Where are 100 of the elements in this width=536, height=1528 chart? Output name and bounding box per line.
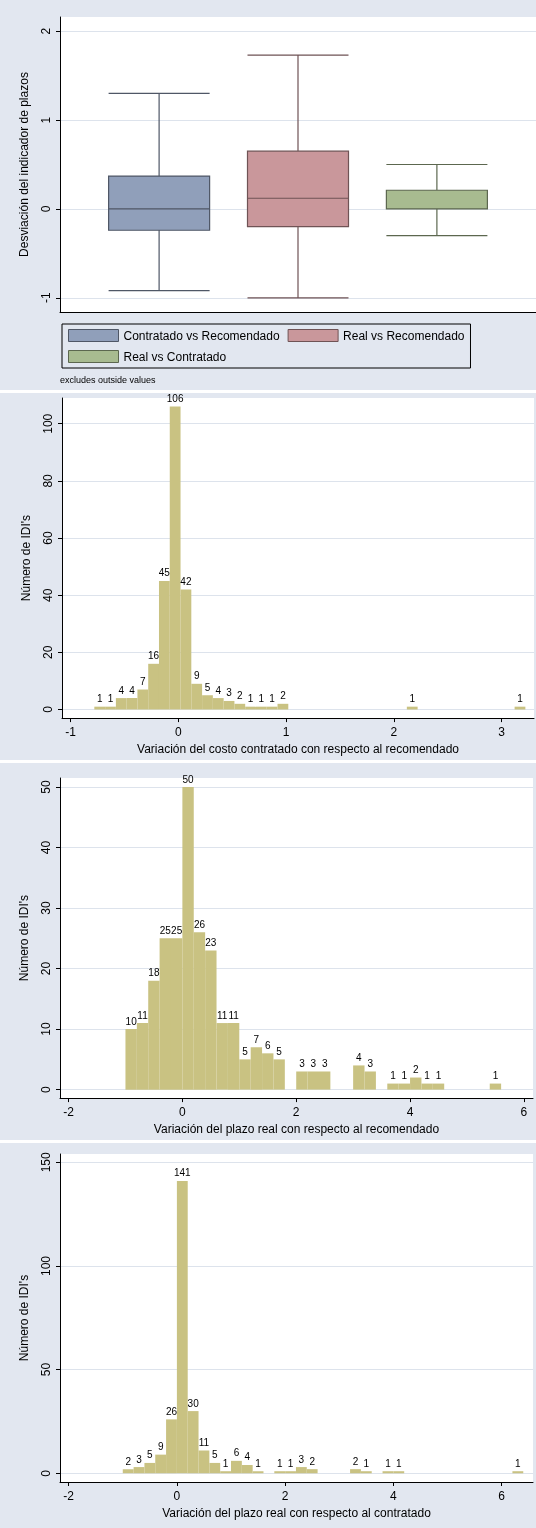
data-label: 2 xyxy=(309,1455,316,1467)
x-tick-label: 2 xyxy=(390,725,398,740)
data-label: 11 xyxy=(137,1009,149,1021)
data-label: 3 xyxy=(226,687,233,699)
data-label: 2 xyxy=(125,1455,132,1467)
data-label: 18 xyxy=(148,967,160,979)
x-axis-title: Variación del plazo real con respecto al recomendado xyxy=(153,1122,440,1136)
data-label: 11 xyxy=(198,1436,210,1448)
data-label: 1 xyxy=(396,1457,402,1469)
data-label: 16 xyxy=(148,650,160,662)
x-tick-label: 6 xyxy=(498,1489,506,1503)
y-tick-label: 10 xyxy=(39,1022,53,1036)
data-label: 3 xyxy=(136,1453,143,1465)
data-label: 45 xyxy=(158,567,171,579)
data-label: 1 xyxy=(222,1457,229,1469)
y-axis-title: Número de IDI's xyxy=(17,894,31,982)
y-tick-label: 0 xyxy=(39,1085,53,1093)
data-label: 5 xyxy=(242,1045,249,1057)
data-label: 9 xyxy=(193,670,200,682)
y-tick-label: 20 xyxy=(39,961,53,976)
x-tick-label: 0 xyxy=(173,1489,181,1503)
data-label: 4 xyxy=(244,1451,251,1463)
y-tick-label: 0 xyxy=(39,1469,53,1477)
x-tick-label: 4 xyxy=(406,1105,414,1120)
data-label: 2 xyxy=(237,690,244,702)
data-label: 25 xyxy=(159,924,172,936)
y-tick-label: 150 xyxy=(39,1151,53,1173)
x-tick-label: 4 xyxy=(390,1489,398,1503)
data-label: 3 xyxy=(321,1057,328,1069)
y-axis-title: Desviación del indicador de plazos xyxy=(17,72,31,257)
data-label: 3 xyxy=(298,1453,305,1465)
x-tick-label: -2 xyxy=(63,1105,75,1120)
x-tick-label: 0 xyxy=(179,1105,187,1120)
x-tick-label: 1 xyxy=(282,725,290,740)
data-label: 4 xyxy=(129,684,136,696)
data-label: 1 xyxy=(390,1070,397,1082)
data-label: 1 xyxy=(287,1457,294,1469)
data-label: 4 xyxy=(118,684,125,696)
x-tick-label: 0 xyxy=(175,725,183,740)
data-label: 6 xyxy=(233,1447,240,1459)
x-tick-label: 6 xyxy=(520,1105,528,1120)
data-label: 11 xyxy=(217,1009,228,1021)
y-tick-label: 100 xyxy=(39,1255,53,1276)
data-label: 1 xyxy=(107,693,114,705)
data-label: 5 xyxy=(212,1449,218,1461)
data-label: 2 xyxy=(412,1064,419,1076)
y-tick-label: 1 xyxy=(39,116,53,124)
data-label: 106 xyxy=(166,393,184,405)
y-tick-label: 2 xyxy=(39,27,53,35)
data-label: 50 xyxy=(182,773,195,785)
data-label: 4 xyxy=(215,684,222,696)
data-label: 26 xyxy=(165,1405,178,1417)
x-tick-label: 3 xyxy=(498,725,506,740)
legend-label: Real vs Contratado xyxy=(123,349,227,364)
data-label: 141 xyxy=(173,1167,192,1179)
x-tick-label: -2 xyxy=(63,1489,75,1503)
data-label: 2 xyxy=(280,690,287,702)
legend-label: Real vs Recomendado xyxy=(343,328,465,343)
data-label: 2 xyxy=(352,1455,359,1467)
y-tick-label: 50 xyxy=(39,780,53,794)
data-label: 7 xyxy=(140,676,147,688)
data-label: 1 xyxy=(401,1070,408,1082)
data-label: 5 xyxy=(147,1449,154,1461)
y-tick-label: -1 xyxy=(39,292,53,304)
y-tick-label: 0 xyxy=(41,705,55,713)
x-tick-label: 2 xyxy=(281,1489,289,1503)
x-axis-title: Variación del plazo real con respecto al contratado xyxy=(162,1505,432,1520)
data-label: 1 xyxy=(492,1070,499,1082)
data-label: 3 xyxy=(299,1057,306,1069)
y-tick-label: 30 xyxy=(39,901,53,915)
data-label: 1 xyxy=(269,693,276,705)
y-axis-title: Número de IDI's xyxy=(19,514,33,602)
x-axis-title: Variación del costo contratado con respecto al recomendado xyxy=(137,742,460,756)
y-tick-label: 20 xyxy=(41,645,55,660)
y-tick-label: 80 xyxy=(41,473,55,488)
y-tick-label: 50 xyxy=(39,1362,53,1377)
data-label: 5 xyxy=(204,681,211,693)
data-label: 3 xyxy=(367,1057,374,1069)
x-tick-label: -1 xyxy=(65,725,77,740)
data-label: 26 xyxy=(193,918,206,930)
data-label: 30 xyxy=(187,1397,200,1409)
y-axis-title: Número de IDI's xyxy=(17,1274,31,1362)
data-label: 1 xyxy=(517,693,524,705)
data-label: 1 xyxy=(255,1457,262,1469)
data-label: 3 xyxy=(310,1057,317,1069)
data-label: 25 xyxy=(171,924,183,936)
data-label: 1 xyxy=(435,1070,442,1082)
data-label: 6 xyxy=(264,1039,271,1051)
data-label: 11 xyxy=(228,1009,240,1021)
data-label: 1 xyxy=(385,1457,392,1469)
data-label: 4 xyxy=(356,1051,363,1063)
data-label: 5 xyxy=(276,1045,283,1057)
y-tick-label: 100 xyxy=(41,413,55,434)
data-label: 1 xyxy=(515,1457,522,1469)
data-label: 1 xyxy=(409,693,416,705)
data-label: 1 xyxy=(276,1457,283,1469)
data-label: 10 xyxy=(125,1015,138,1027)
data-label: 1 xyxy=(258,693,265,705)
y-tick-label: 0 xyxy=(39,205,53,213)
text: excludes outside values xyxy=(60,374,157,385)
